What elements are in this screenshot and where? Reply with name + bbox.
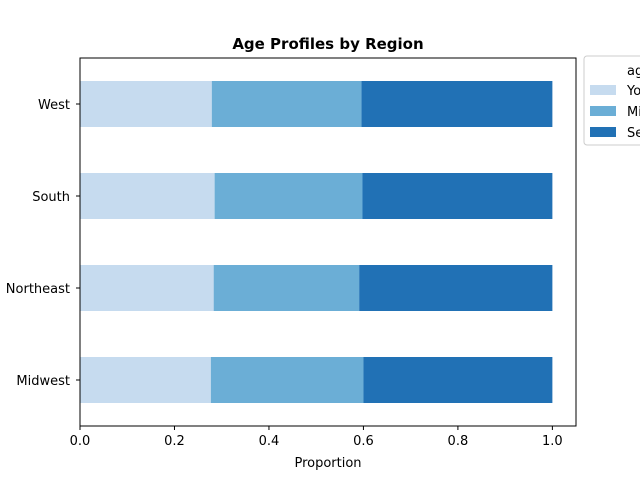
legend-swatch-2 bbox=[590, 106, 616, 116]
y-tick-label-south: South bbox=[32, 190, 70, 205]
bar-west-series-3 bbox=[361, 81, 553, 127]
x-axis-title: Proportion bbox=[294, 456, 361, 471]
x-tick-label: 1.0 bbox=[542, 434, 563, 449]
bar-west-series-2 bbox=[211, 81, 362, 127]
y-tick-label-midwest: Midwest bbox=[16, 374, 70, 389]
bar-northeast-series-2 bbox=[213, 265, 360, 311]
bar-northeast-series-1 bbox=[80, 265, 214, 311]
legend-swatch-3 bbox=[590, 127, 616, 137]
x-tick-label: 0.8 bbox=[448, 434, 469, 449]
y-axis: Midwest Northeast South West bbox=[6, 98, 80, 389]
x-tick-label: 0.0 bbox=[70, 434, 91, 449]
bar-midwest-series-2 bbox=[210, 357, 364, 403]
bar-midwest-series-3 bbox=[363, 357, 553, 403]
bar-midwest-series-1 bbox=[80, 357, 211, 403]
legend-box bbox=[583, 55, 640, 146]
bar-south-series-1 bbox=[80, 173, 215, 219]
bar-south-series-3 bbox=[362, 173, 553, 219]
bar-west-series-1 bbox=[80, 81, 212, 127]
legend-items: Yo Mi Se bbox=[590, 84, 640, 141]
y-tick-label-west: West bbox=[38, 98, 70, 113]
legend-title: ag bbox=[627, 64, 640, 79]
chart-title: Age Profiles by Region bbox=[232, 35, 423, 53]
legend-label-3: Se bbox=[627, 126, 640, 141]
bar-south-series-2 bbox=[214, 173, 363, 219]
y-tick-label-northeast: Northeast bbox=[6, 282, 70, 297]
x-tick-label: 0.4 bbox=[259, 434, 280, 449]
x-tick-label: 0.6 bbox=[353, 434, 374, 449]
legend: ag Yo Mi Se bbox=[583, 55, 640, 146]
x-axis: 0.0 0.2 0.4 0.6 0.8 1.0 bbox=[70, 426, 563, 449]
legend-swatch-1 bbox=[590, 85, 616, 95]
x-tick-label: 0.2 bbox=[164, 434, 185, 449]
legend-label-2: Mi bbox=[627, 105, 640, 120]
bar-northeast-series-3 bbox=[359, 265, 553, 311]
bars-group bbox=[80, 81, 553, 403]
plot-frame bbox=[79, 57, 577, 427]
legend-label-1: Yo bbox=[626, 84, 640, 99]
